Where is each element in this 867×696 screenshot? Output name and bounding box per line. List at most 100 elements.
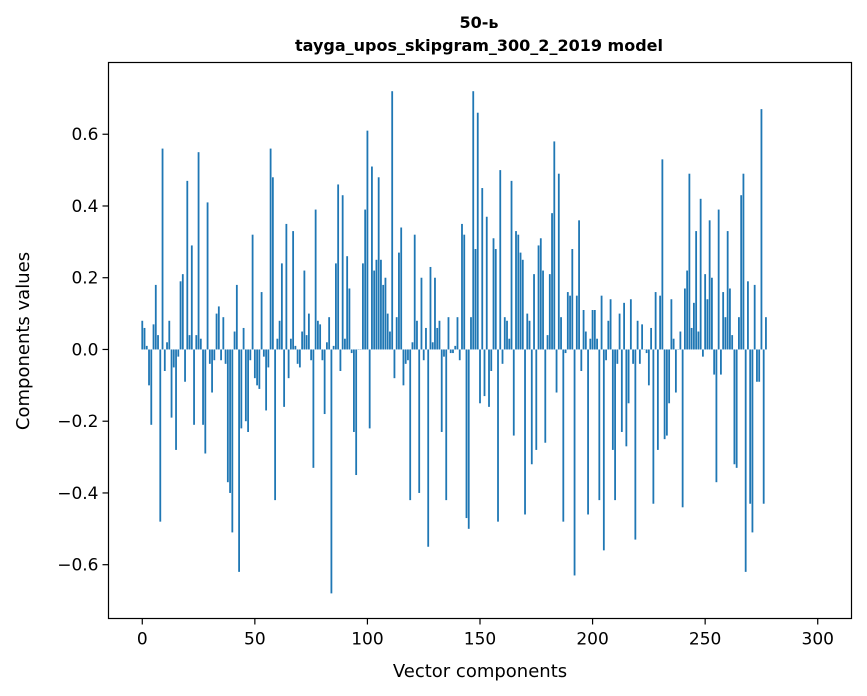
bar [483, 349, 486, 397]
bar [467, 349, 470, 529]
bar [382, 284, 385, 350]
bar [321, 349, 324, 361]
bar [204, 349, 207, 454]
bar [384, 277, 387, 350]
bar [235, 284, 238, 350]
bar [398, 252, 400, 350]
bar [654, 292, 657, 350]
bar [402, 349, 405, 386]
bar [427, 349, 430, 547]
bar [656, 349, 659, 450]
y-tick-label: 0.4 [71, 197, 98, 217]
bar [380, 259, 382, 350]
bar [690, 327, 693, 350]
y-axis-ticks: −0.6 −0.4 −0.2 0.0 0.2 0.4 0.6 [57, 125, 109, 576]
bar [190, 245, 193, 350]
bar [762, 349, 765, 504]
bar [247, 349, 249, 432]
bar [530, 349, 533, 465]
x-tick-label: 150 [464, 630, 496, 650]
y-tick-label: 0.0 [71, 340, 98, 360]
bar [348, 288, 351, 350]
plot-frame [107, 61, 853, 620]
bar [611, 349, 614, 450]
bar [316, 320, 319, 350]
bar [557, 173, 560, 350]
bar [602, 349, 605, 551]
bar [400, 227, 403, 350]
bar [717, 209, 720, 350]
x-tick-label: 0 [137, 630, 148, 650]
bar [629, 299, 632, 350]
bar [614, 349, 616, 501]
bar [170, 349, 173, 418]
bar [154, 284, 157, 350]
bar [765, 317, 767, 350]
bar [546, 335, 549, 350]
bar [636, 320, 639, 350]
bar [141, 320, 144, 350]
x-axis-label: Vector components [393, 661, 567, 682]
bar [328, 317, 331, 350]
bar [587, 349, 589, 515]
bar [573, 349, 576, 576]
bar [231, 349, 234, 533]
bar [645, 349, 648, 354]
bar [652, 349, 655, 504]
bar [217, 306, 220, 350]
bar [364, 209, 367, 350]
y-tick-label: 0.6 [71, 125, 98, 145]
bar [564, 349, 567, 354]
bar [150, 349, 153, 425]
bar [242, 327, 245, 350]
bar [632, 349, 634, 364]
bar [166, 342, 168, 350]
bar [747, 281, 749, 350]
bar [222, 317, 225, 350]
bar [373, 270, 376, 350]
bar [533, 274, 535, 350]
bar [375, 259, 378, 350]
bar [303, 270, 306, 350]
bar [463, 234, 466, 350]
bar [445, 349, 448, 501]
bar [735, 349, 738, 468]
bar [503, 317, 506, 350]
x-tick-label: 300 [802, 630, 834, 650]
bar [344, 338, 346, 350]
bar [285, 223, 288, 350]
bar [731, 335, 734, 350]
bar [501, 349, 504, 364]
bar [213, 349, 216, 361]
bar [377, 177, 380, 350]
bar [526, 313, 529, 350]
bar [560, 317, 562, 350]
bar [215, 313, 218, 350]
bar [238, 349, 240, 572]
bar [199, 338, 202, 350]
bar [650, 327, 653, 350]
bar [249, 349, 252, 361]
bar [323, 349, 326, 415]
bar [686, 270, 689, 350]
bar [240, 349, 243, 429]
bar [733, 349, 736, 465]
bar [510, 180, 513, 350]
bar [420, 277, 423, 350]
bar [521, 259, 524, 350]
bar [449, 349, 452, 354]
bar [679, 331, 682, 350]
bar [287, 349, 290, 379]
bar [647, 349, 650, 386]
bar [758, 349, 761, 382]
bar [582, 310, 585, 350]
bar [161, 148, 164, 350]
bar [177, 349, 180, 357]
bar [627, 349, 630, 404]
bar [672, 338, 675, 350]
bar [355, 349, 358, 476]
bar [578, 220, 580, 350]
bar [706, 299, 709, 350]
bar [193, 349, 195, 425]
